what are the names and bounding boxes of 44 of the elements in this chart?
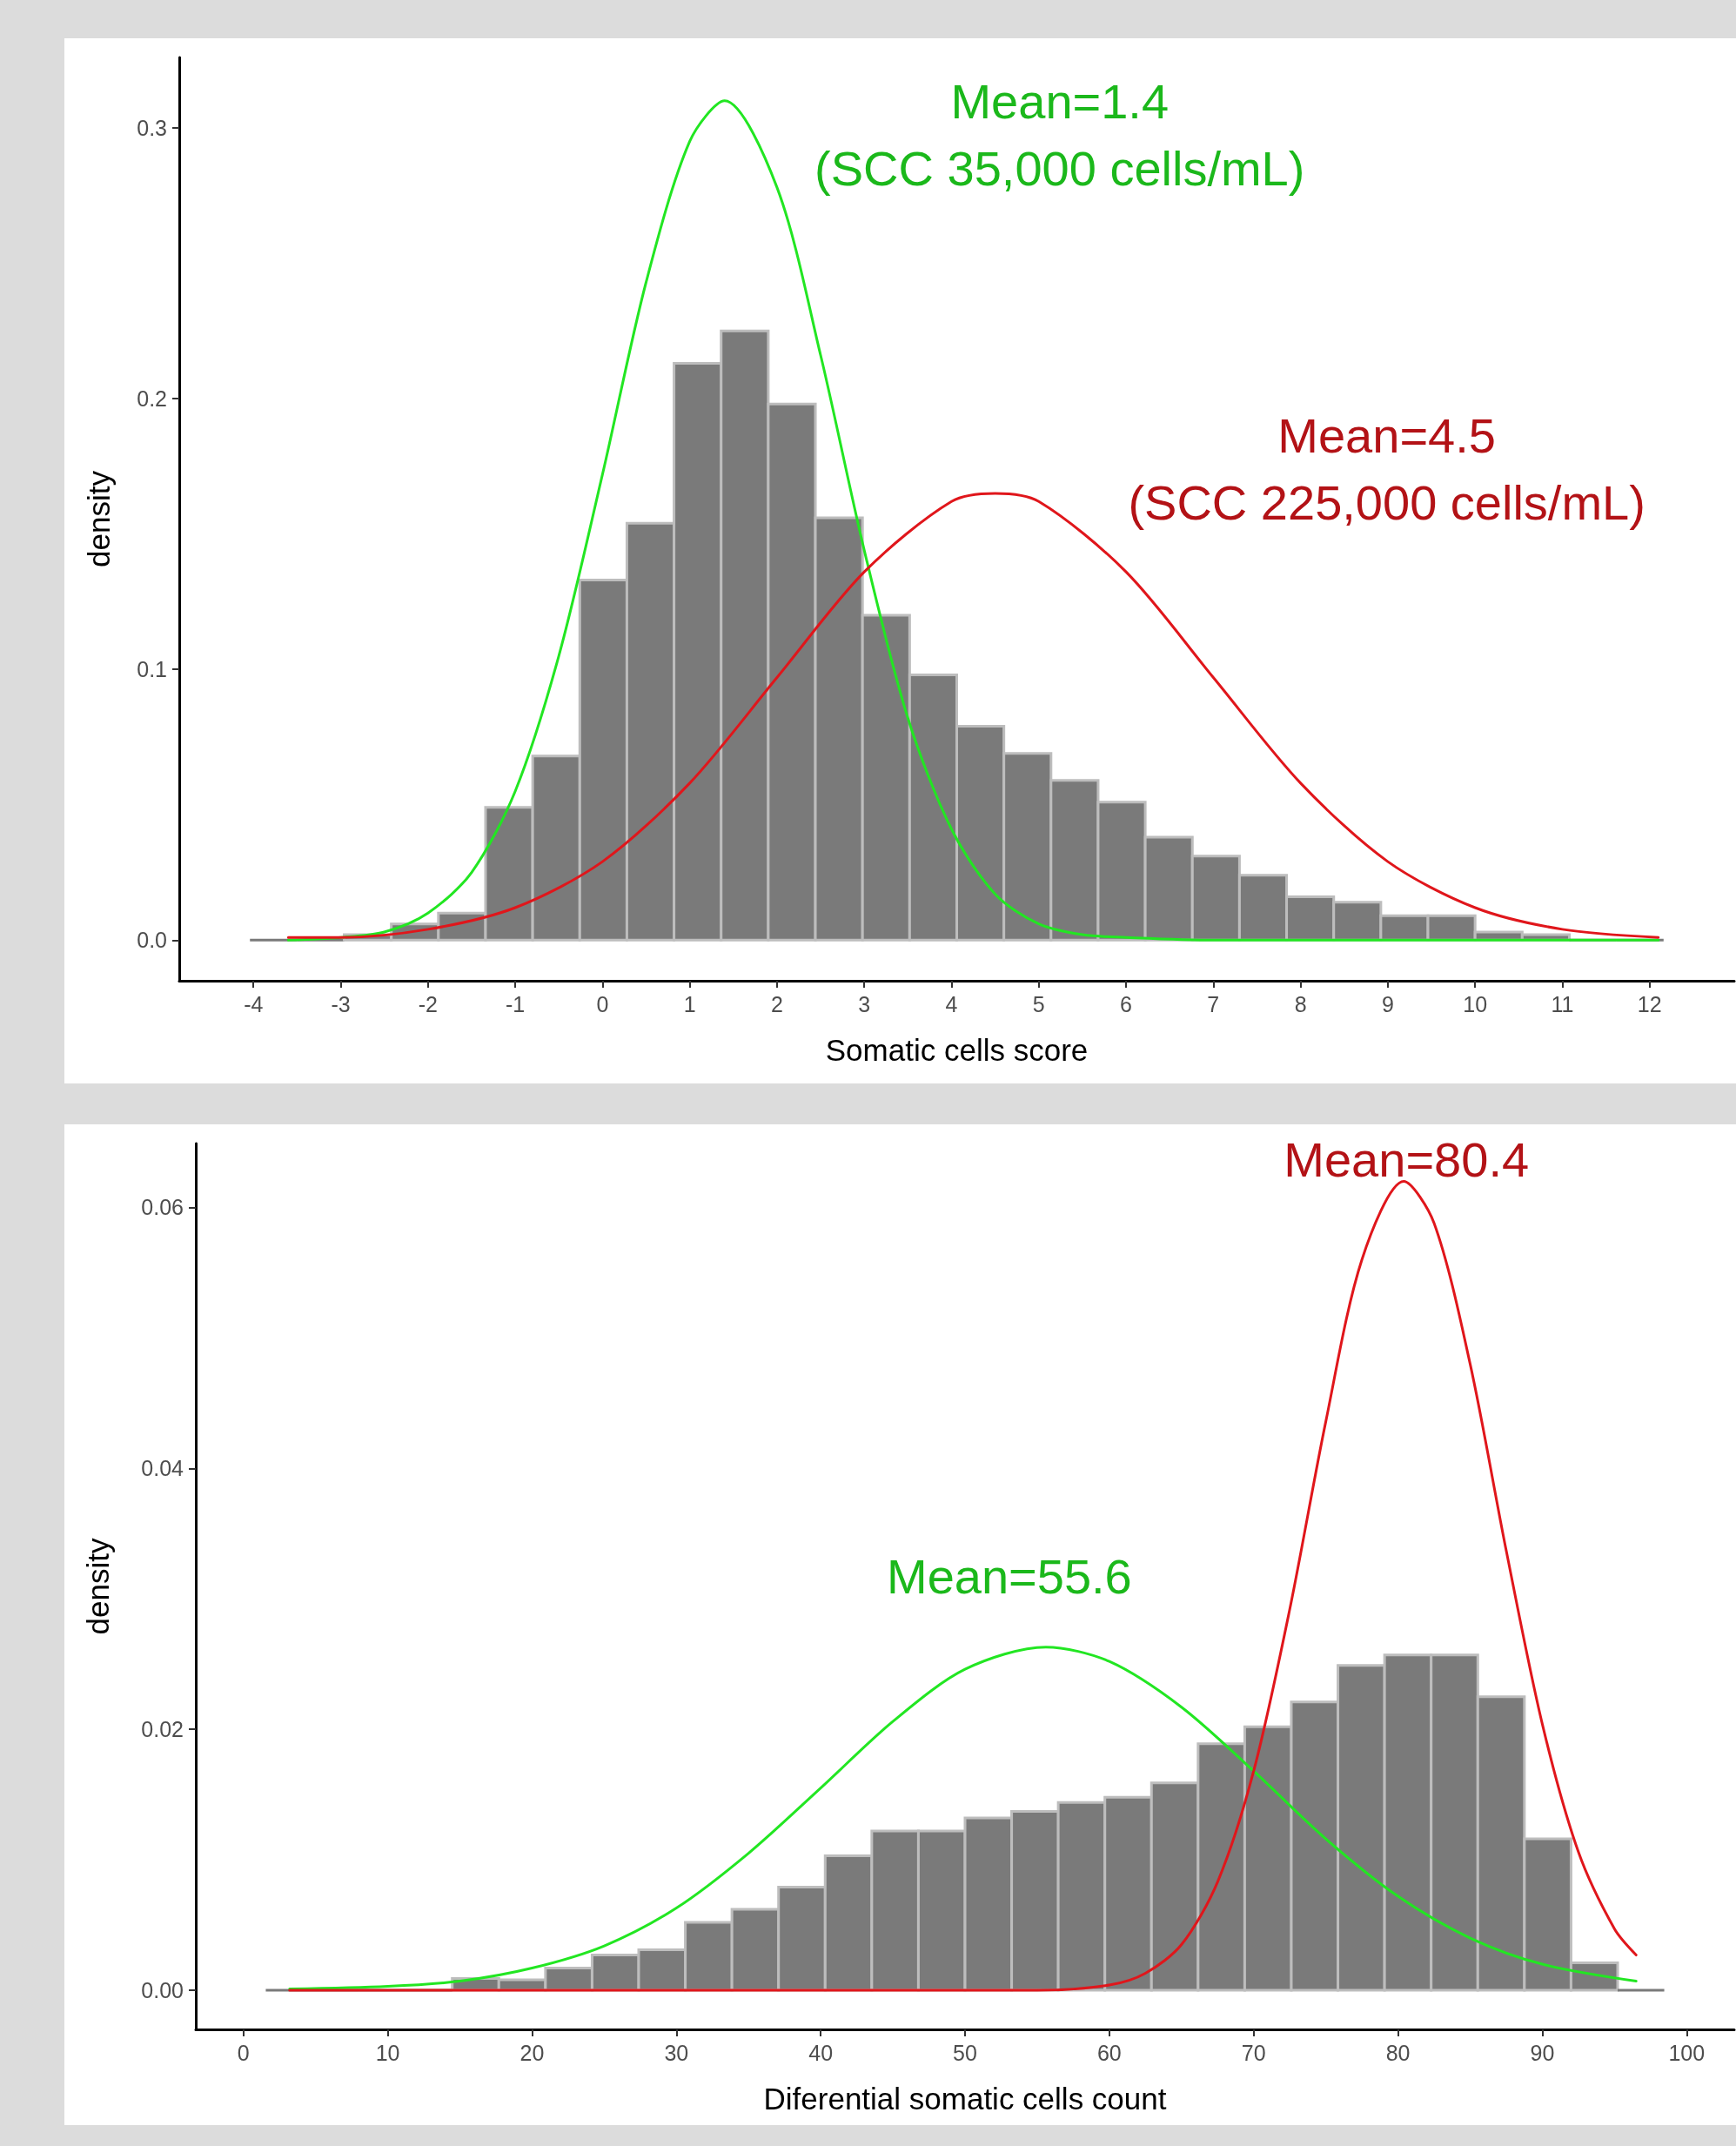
x-axis-title: Diferential somatic cells count [763,2082,1167,2116]
y-tick-label: 0.1 [137,657,167,682]
x-tick-label: 10 [375,2040,400,2065]
x-tick-label: 90 [1530,2040,1555,2065]
x-tick-label: 7 [1207,991,1220,1016]
x-tick-label: 0 [237,2040,250,2065]
annotation: Mean=1.4 (SCC 35,000 cells/mL) [814,73,1305,196]
annotation: Mean=4.5 (SCC 225,000 cells/mL) [1128,407,1646,530]
x-tick-label: 11 [1551,991,1574,1016]
x-tick-label: 50 [953,2040,977,2065]
x-tick-label: 10 [1463,991,1488,1016]
y-tick-label: 0.00 [141,1978,184,2003]
x-tick-label: 100 [1668,2040,1706,2065]
x-tick-label: 40 [808,2040,834,2065]
x-tick-label: 5 [1032,991,1045,1016]
y-tick-label: 0.0 [137,928,167,953]
x-tick-label: -2 [418,991,438,1016]
x-tick-label: 4 [945,991,958,1016]
x-tick-label: -4 [244,991,264,1016]
annotation: Mean=80.4 [1284,1131,1530,1187]
y-tick-label: 0.3 [137,115,167,140]
y-tick-label: 0.06 [141,1195,184,1220]
y-tick-label: 0.02 [141,1717,184,1742]
x-tick-label: 30 [664,2040,689,2065]
y-axis-title: density [81,1538,115,1635]
x-tick-label: -3 [331,991,351,1016]
y-tick-label: 0.04 [141,1456,184,1481]
x-tick-label: 3 [858,991,871,1016]
annotation: Mean=55.6 [886,1549,1132,1605]
x-tick-label: 1 [683,991,696,1016]
x-tick-label: 12 [1637,991,1662,1016]
x-tick-label: 0 [596,991,609,1016]
x-tick-label: 80 [1385,2040,1411,2065]
x-tick-label: 9 [1381,991,1394,1016]
x-tick-label: 2 [770,991,783,1016]
x-tick-label: 20 [519,2040,545,2065]
x-tick-label: 70 [1241,2040,1266,2065]
x-tick-label: 60 [1096,2040,1122,2065]
y-tick-label: 0.2 [137,386,167,412]
x-tick-label: -1 [505,991,526,1016]
y-axis-title: density [82,470,116,567]
x-tick-label: 6 [1120,991,1132,1016]
x-tick-label: 8 [1294,991,1307,1016]
x-axis-title: Somatic cells score [825,1033,1089,1067]
